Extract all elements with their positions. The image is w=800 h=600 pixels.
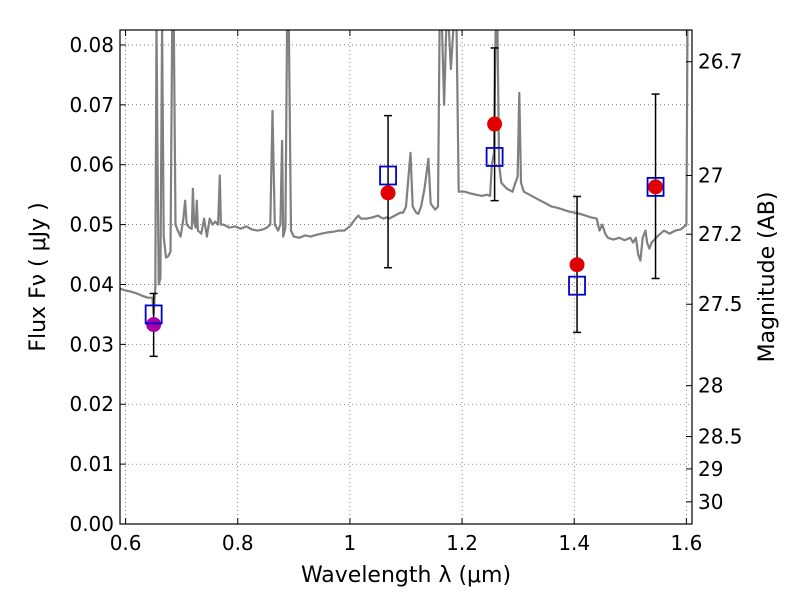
data-point — [487, 116, 503, 132]
data-point — [648, 179, 664, 195]
y-tick-label: 0.05 — [69, 213, 114, 237]
y-tick-label: 0.01 — [69, 452, 114, 476]
plot-markers — [144, 47, 665, 358]
model-square-marker — [485, 147, 504, 167]
y2-tick-label: 29 — [698, 457, 723, 481]
plot-frame — [119, 29, 693, 525]
x-tick-label: 0.6 — [110, 531, 142, 555]
y-axis: 0.00 0.01 0.02 0.03 0.04 0.05 0.06 0.07 0.08 — [69, 33, 126, 536]
model-square-marker — [646, 176, 665, 197]
model-square-marker — [568, 275, 586, 296]
x-tick-label: 1.6 — [670, 531, 702, 555]
y2-axis-label: Magnitude (AB) — [755, 192, 780, 363]
data-point — [380, 185, 396, 201]
y2-tick-label: 27.2 — [698, 222, 743, 246]
y2-tick-label: 28 — [698, 374, 723, 398]
y2-tick-label: 27.5 — [698, 292, 743, 316]
y-tick-label: 0.00 — [69, 512, 114, 536]
x-tick-label: 1.2 — [446, 531, 478, 555]
y2-tick-label: 26.7 — [698, 50, 743, 74]
y-tick-label: 0.06 — [69, 153, 114, 177]
y-tick-label: 0.08 — [69, 33, 114, 57]
y2-tick-label: 27 — [698, 164, 723, 188]
model-square-marker — [379, 165, 397, 186]
y-axis-label: Flux Fν ( μJy ) — [26, 202, 51, 351]
data-point — [569, 257, 585, 273]
y-tick-label: 0.03 — [69, 332, 114, 356]
x-axis-label: Wavelength λ (μm) — [301, 563, 511, 588]
x-tick-label: 1.4 — [558, 531, 590, 555]
y2-tick-label: 30 — [698, 490, 723, 514]
x-axis: 0.6 0.8 1 1.2 1.4 1.6 — [110, 30, 702, 555]
x-tick-label: 0.8 — [222, 531, 254, 555]
data-point — [146, 317, 162, 333]
y-tick-label: 0.02 — [69, 392, 114, 416]
y2-axis: 26.7 27 27.2 27.5 28 28.5 29 30 — [686, 50, 743, 514]
y2-tick-label: 28.5 — [698, 425, 743, 449]
x-tick-label: 1 — [344, 531, 357, 555]
model-square-marker — [144, 304, 163, 325]
y-tick-label: 0.04 — [69, 272, 114, 296]
y-tick-label: 0.07 — [69, 93, 114, 117]
